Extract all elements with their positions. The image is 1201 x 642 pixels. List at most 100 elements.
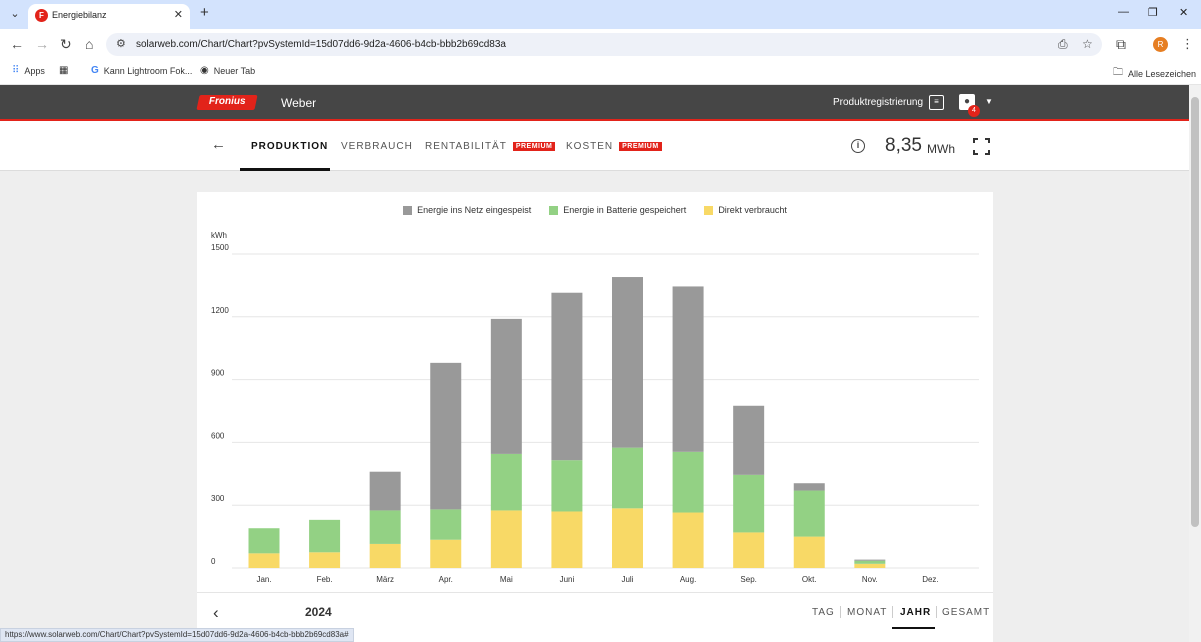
- bar-segment: [490, 510, 522, 568]
- bar-segment: [612, 508, 643, 568]
- legend-swatch: [403, 205, 413, 215]
- bookmarks-bar: ⠿ Apps ▦ G Kann Lightroom Fok... ◉ Neuer…: [0, 59, 1201, 85]
- x-tick-label: Juli: [621, 575, 633, 584]
- address-bar[interactable]: ⚙ solarweb.com/Chart/Chart?pvSystemId=15…: [106, 33, 1102, 56]
- reload-icon[interactable]: ↻: [60, 36, 72, 52]
- browser-toolbar: ← → ↻ ⌂ ⚙ solarweb.com/Chart/Chart?pvSys…: [0, 29, 1201, 59]
- back-arrow-icon[interactable]: ←: [211, 136, 226, 153]
- bookmark-new-tab[interactable]: ◉ Neuer Tab: [200, 65, 256, 76]
- x-tick-label: Apr.: [439, 575, 453, 584]
- restore-icon[interactable]: ❐: [1148, 7, 1158, 19]
- tab-produktion[interactable]: PRODUKTION: [251, 141, 329, 152]
- period-gesamt[interactable]: GESAMT: [942, 607, 991, 618]
- info-icon[interactable]: i: [851, 139, 865, 153]
- tab-kosten[interactable]: KOSTEN PREMIUM: [566, 141, 662, 152]
- url-text[interactable]: solarweb.com/Chart/Chart?pvSystemId=15d0…: [136, 39, 506, 50]
- y-tick-label: 1200: [211, 306, 229, 315]
- tab-rentabilitaet[interactable]: RENTABILITÄT PREMIUM: [425, 141, 556, 152]
- site-info-icon[interactable]: ⚙: [116, 38, 126, 50]
- bar-segment: [733, 474, 765, 533]
- selected-year: 2024: [305, 605, 332, 619]
- bar-segment: [369, 471, 401, 511]
- x-tick-label: Dez.: [922, 575, 938, 584]
- all-bookmarks[interactable]: 🗀 Alle Lesezeichen: [1113, 65, 1196, 82]
- google-icon: G: [91, 65, 99, 76]
- bar-segment: [430, 539, 462, 568]
- profile-avatar[interactable]: R: [1153, 37, 1168, 52]
- browser-menu-icon[interactable]: ⋮: [1181, 36, 1194, 51]
- user-menu-caret-icon[interactable]: ▼: [985, 97, 993, 106]
- y-tick-label: 600: [211, 431, 225, 440]
- bar-segment: [854, 563, 886, 568]
- home-icon[interactable]: ⌂: [85, 36, 94, 52]
- x-tick-label: Okt.: [802, 575, 817, 584]
- x-tick-label: Nov.: [862, 575, 878, 584]
- product-registration-link[interactable]: Produktregistrierung: [833, 97, 924, 108]
- tab-close-icon[interactable]: ✕: [173, 9, 183, 21]
- period-monat[interactable]: MONAT: [847, 607, 888, 618]
- total-production-value: 8,35: [885, 135, 922, 156]
- period-separator: [936, 606, 937, 618]
- bar-segment: [672, 512, 704, 568]
- period-jahr[interactable]: JAHR: [900, 607, 932, 618]
- active-period-indicator: [892, 627, 935, 629]
- registration-icon[interactable]: ≡: [929, 95, 944, 110]
- bar-segment: [854, 559, 886, 561]
- y-tick-label: 0: [211, 557, 216, 566]
- bar-segment: [248, 553, 280, 568]
- bar-segment: [793, 490, 825, 537]
- x-tick-label: März: [376, 575, 394, 584]
- legend-swatch: [549, 205, 559, 215]
- legend-label: Direkt verbraucht: [718, 205, 787, 215]
- x-tick-label: Aug.: [680, 575, 696, 584]
- chart-legend: Energie ins Netz eingespeist Energie in B…: [197, 205, 993, 215]
- period-tag[interactable]: TAG: [812, 607, 835, 618]
- bar-segment: [672, 286, 704, 452]
- bar-segment: [612, 447, 643, 509]
- extensions-icon[interactable]: ⧉: [1116, 36, 1126, 52]
- bar-segment: [612, 277, 643, 448]
- bar-segment: [369, 543, 401, 568]
- back-icon[interactable]: ←: [10, 36, 24, 52]
- bar-segment: [854, 560, 886, 564]
- previous-year-icon[interactable]: ‹: [213, 603, 219, 622]
- bookmark-star-icon[interactable]: ☆: [1082, 37, 1093, 51]
- apps-grid-icon: ⠿: [12, 65, 20, 76]
- legend-item[interactable]: Direkt verbraucht: [704, 205, 787, 215]
- minimize-icon[interactable]: —: [1118, 6, 1129, 18]
- folder-icon: 🗀: [1113, 67, 1123, 78]
- window-close-icon[interactable]: ✕: [1179, 7, 1189, 19]
- premium-badge: PREMIUM: [512, 142, 556, 151]
- page-scrollbar[interactable]: [1189, 85, 1201, 642]
- bookmark-tab-groups[interactable]: ▦: [59, 65, 68, 76]
- new-tab-plus-icon[interactable]: +: [200, 4, 209, 21]
- premium-badge: PREMIUM: [619, 142, 662, 151]
- period-separator: [892, 606, 893, 618]
- x-tick-label: Sep.: [740, 575, 756, 584]
- bar-segment: [490, 453, 522, 511]
- scroll-thumb[interactable]: [1191, 97, 1199, 527]
- y-tick-label: 300: [211, 494, 225, 503]
- bar-segment: [733, 532, 765, 568]
- bookmark-apps[interactable]: ⠿ Apps: [12, 65, 45, 76]
- fronius-logo[interactable]: Fronius: [196, 95, 258, 110]
- forward-icon[interactable]: →: [35, 36, 49, 52]
- total-production-unit: MWh: [927, 142, 955, 156]
- tab-search-chevron-icon[interactable]: ⌄: [10, 8, 20, 20]
- tab-verbrauch[interactable]: VERBRAUCH: [341, 141, 413, 152]
- energy-bar-chart: 0 300 600 900 1200 1500 Jan. Feb. März Apr. Mai Jun…: [211, 243, 979, 584]
- x-tick-label: Juni: [560, 575, 575, 584]
- bar-segment: [309, 552, 341, 568]
- legend-item[interactable]: Energie in Batterie gespeichert: [549, 205, 686, 215]
- legend-item[interactable]: Energie ins Netz eingespeist: [403, 205, 531, 215]
- bookmark-lightroom[interactable]: G Kann Lightroom Fok...: [91, 65, 193, 76]
- bar-segment: [733, 405, 765, 475]
- install-app-icon[interactable]: ⎙: [1058, 37, 1068, 51]
- period-separator: [840, 606, 841, 618]
- x-tick-label: Jan.: [256, 575, 271, 584]
- y-axis-unit: kWh: [211, 231, 227, 240]
- bar-segment: [551, 460, 583, 512]
- fullscreen-icon[interactable]: [973, 138, 990, 155]
- browser-tab[interactable]: F Energiebilanz ✕: [28, 4, 190, 29]
- legend-label: Energie in Batterie gespeichert: [563, 205, 687, 215]
